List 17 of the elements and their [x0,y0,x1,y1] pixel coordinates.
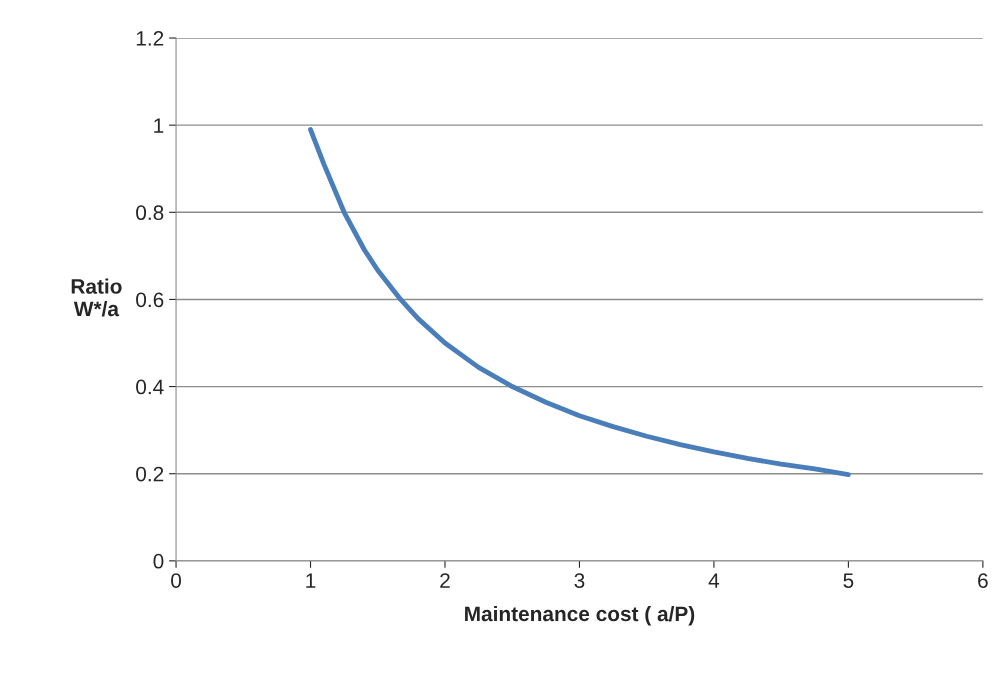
x-axis-title: Maintenance cost ( a/P) [465,605,695,626]
y-axis-title: Ratio W*/a [71,278,122,317]
y-tick-label: 0 [153,553,164,569]
y-tick-label: 0.6 [136,292,164,308]
x-tick-label: 6 [978,573,988,588]
y-tick-label: 0.8 [136,205,164,221]
y-tick-label: 0.4 [136,379,164,395]
x-tick-label: 1 [306,573,316,588]
x-tick-label: 3 [574,573,585,588]
x-tick-label: 2 [440,573,450,588]
line-series [308,127,851,478]
y-tick-label: 1 [154,118,164,133]
y-tick-label: 1.2 [136,31,164,46]
x-tick-label: 4 [708,573,720,588]
y-tick-label: 0.2 [136,466,164,482]
x-tick-label: 0 [171,573,182,588]
x-tick-label: 5 [843,573,854,588]
